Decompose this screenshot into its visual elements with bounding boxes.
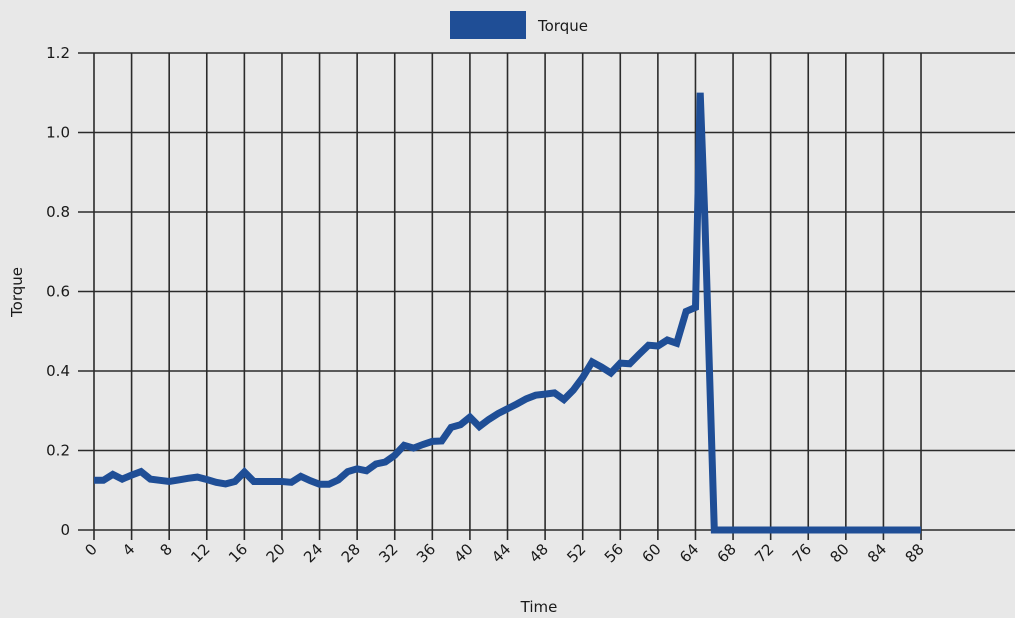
x-tick-label: 48 [526, 540, 552, 566]
x-tick-label: 84 [864, 540, 890, 566]
series-layer [94, 92, 921, 534]
y-tick-label: 0 [60, 521, 70, 539]
grid [78, 52, 1015, 540]
x-tick-label: 68 [714, 540, 740, 566]
x-tick-label: 4 [119, 540, 138, 559]
legend: Torque [450, 11, 588, 39]
y-tick-label: 1.0 [46, 124, 70, 142]
x-tick-label: 24 [300, 540, 326, 566]
x-tick-label: 44 [488, 540, 514, 566]
x-tick-label: 72 [751, 540, 777, 566]
x-tick-label: 60 [638, 540, 664, 566]
y-tick-label: 0.8 [46, 203, 70, 221]
x-tick-label: 28 [338, 540, 364, 566]
x-axis-title: Time [520, 598, 558, 616]
x-tick-label: 12 [187, 540, 213, 566]
x-tick-label: 16 [225, 540, 251, 566]
x-tick-label: 64 [676, 540, 702, 566]
x-tick-label: 0 [81, 540, 100, 559]
x-tick-label: 52 [563, 540, 589, 566]
x-tick-label: 80 [826, 540, 852, 566]
x-tick-label: 20 [263, 540, 289, 566]
x-tick-label: 76 [789, 540, 815, 566]
legend-label: Torque [537, 17, 588, 35]
x-tick-label: 32 [375, 540, 401, 566]
y-tick-label: 0.6 [46, 283, 70, 301]
x-tick-label: 40 [451, 540, 477, 566]
x-tick-label: 56 [601, 540, 627, 566]
x-tick-label: 36 [413, 540, 439, 566]
x-tick-label: 8 [157, 540, 176, 559]
y-tick-label: 0.4 [46, 362, 70, 380]
y-axis-title: Torque [8, 267, 26, 318]
y-tick-label: 0.2 [46, 442, 70, 460]
legend-swatch [450, 11, 526, 39]
x-tick-label: 88 [902, 540, 928, 566]
axes: 0 4 8 12 16 20 24 28 32 36 40 44 48 52 56 60 64 68 72 76 80 8… [46, 44, 928, 566]
series-line-torque [94, 92, 921, 534]
y-tick-label: 1.2 [46, 44, 70, 62]
